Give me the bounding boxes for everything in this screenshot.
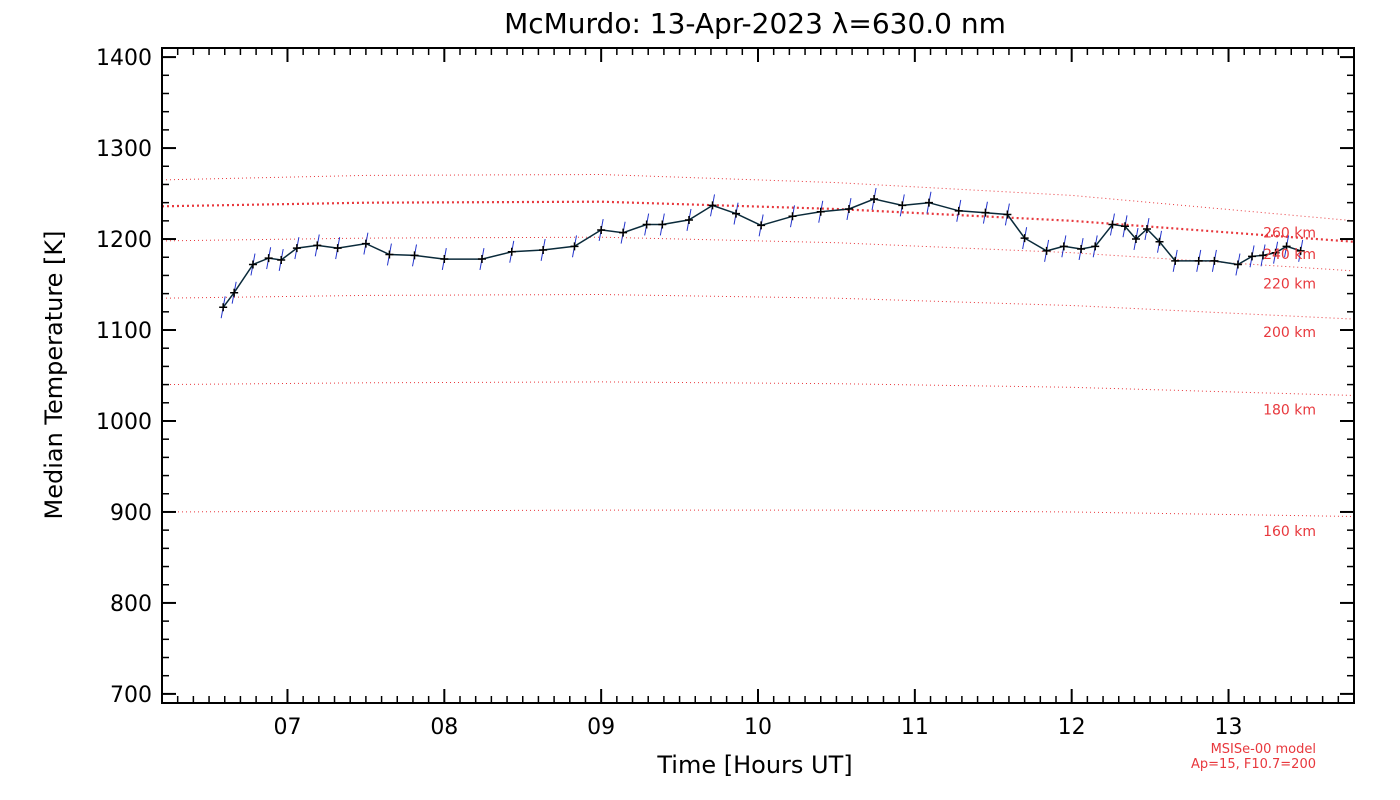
model-curve — [161, 236, 1355, 272]
data-point — [1108, 220, 1117, 229]
data-point — [870, 195, 879, 204]
plot-frame — [161, 47, 1355, 704]
data-point — [1194, 256, 1203, 265]
data-point — [333, 244, 342, 253]
data-point — [361, 239, 370, 248]
model-curve — [161, 381, 1355, 396]
data-point — [1020, 234, 1029, 243]
data-point — [507, 247, 516, 256]
data-point — [1248, 252, 1257, 261]
data-point — [684, 215, 693, 224]
data-point — [597, 225, 606, 234]
x-tick-label: 09 — [587, 715, 615, 740]
model-curve — [161, 173, 1355, 222]
data-point — [757, 221, 766, 230]
data-point — [230, 288, 239, 297]
data-point — [1077, 245, 1086, 254]
x-tick-label: 07 — [273, 715, 301, 740]
data-point — [1259, 251, 1268, 260]
y-axis-title: Median Temperature [K] — [40, 230, 68, 519]
y-tick-label: 1400 — [96, 46, 152, 71]
data-point — [816, 207, 825, 216]
x-tick-label: 13 — [1215, 715, 1243, 740]
data-point — [708, 201, 717, 210]
series-line — [222, 198, 1301, 308]
data-point — [619, 228, 628, 237]
model-curves — [161, 173, 1355, 517]
data-point — [1059, 242, 1068, 251]
data-point — [1091, 242, 1100, 251]
data-point — [844, 205, 853, 214]
chart-title: McMurdo: 13-Apr-2023 λ=630.0 nm — [504, 7, 1006, 40]
model-curve-label: 200 km — [1263, 325, 1316, 341]
y-tick-label: 1200 — [96, 228, 152, 253]
x-tick-label: 11 — [901, 715, 929, 740]
data-point — [981, 208, 990, 217]
data-point — [1282, 242, 1291, 251]
data-point — [642, 220, 651, 229]
model-curve-label: 160 km — [1263, 524, 1316, 540]
model-note-line-2: Ap=15, F10.7=200 — [1191, 757, 1316, 772]
y-tick-label: 700 — [110, 683, 152, 708]
data-point — [219, 303, 228, 312]
data-point — [1042, 246, 1051, 255]
data-point — [570, 242, 579, 251]
data-point — [1155, 237, 1164, 246]
data-point — [410, 251, 419, 260]
data-point — [539, 245, 548, 254]
x-tick-label: 10 — [744, 715, 772, 740]
data-point — [1131, 235, 1140, 244]
y-tick-label: 900 — [110, 501, 152, 526]
data-point — [658, 220, 667, 229]
model-curve-label: 240 km — [1263, 247, 1316, 263]
data-point — [385, 250, 394, 259]
model-curve-label: 180 km — [1263, 402, 1316, 418]
model-curve-label: 260 km — [1263, 225, 1316, 241]
data-point — [954, 206, 963, 215]
data-series — [219, 188, 1305, 319]
data-point — [1121, 222, 1130, 231]
model-curve — [161, 509, 1355, 517]
model-curve — [161, 200, 1355, 243]
axes — [161, 47, 1355, 704]
data-point — [1210, 256, 1219, 265]
data-point — [788, 212, 797, 221]
data-point — [277, 255, 286, 264]
data-point — [1142, 225, 1151, 234]
labels: McMurdo: 13-Apr-2023 λ=630.0 nm Time [Ho… — [40, 7, 1316, 779]
model-curve — [161, 293, 1355, 320]
data-point — [248, 260, 257, 269]
data-point — [1296, 246, 1305, 255]
y-tick-label: 1100 — [96, 319, 152, 344]
data-point — [440, 255, 449, 264]
data-point — [1233, 260, 1242, 269]
x-axis-title: Time [Hours UT] — [656, 751, 852, 779]
model-note-line-1: MSISe-00 model — [1211, 742, 1316, 757]
data-point — [898, 201, 907, 210]
x-tick-label: 12 — [1058, 715, 1086, 740]
data-point — [1271, 248, 1280, 257]
data-point — [1003, 210, 1012, 219]
y-tick-label: 1000 — [96, 410, 152, 435]
data-point — [732, 209, 741, 218]
data-point — [477, 255, 486, 264]
data-point — [313, 241, 322, 250]
data-point — [292, 244, 301, 253]
model-curve-label: 220 km — [1263, 276, 1316, 292]
y-tick-label: 800 — [110, 592, 152, 617]
x-tick-label: 08 — [430, 715, 458, 740]
y-tick-label: 1300 — [96, 137, 152, 162]
data-point — [924, 198, 933, 207]
data-point — [264, 254, 273, 263]
data-point — [1171, 256, 1180, 265]
